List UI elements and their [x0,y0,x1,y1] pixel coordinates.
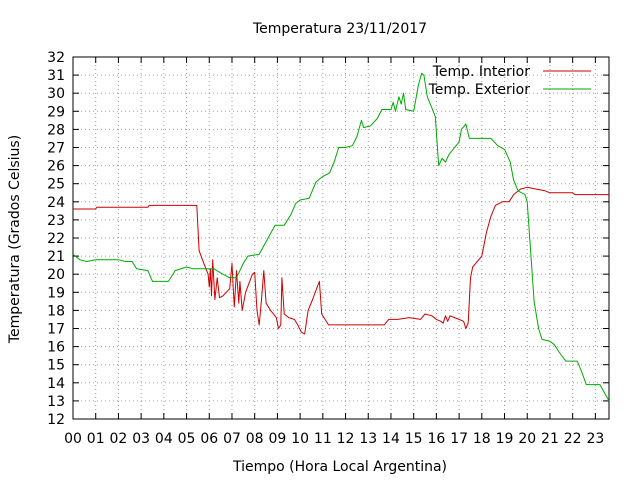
y-tick-label: 12 [47,412,65,428]
x-tick-label: 20 [518,431,536,447]
x-axis-label: Tiempo (Hora Local Argentina) [232,459,447,475]
x-tick-label: 02 [110,431,128,447]
x-tick-label: 15 [405,431,423,447]
x-tick-label: 03 [132,431,150,447]
x-tick-label: 10 [291,431,309,447]
y-axis-label: Temperatura (Grados Celsius) [7,135,23,344]
x-tick-label: 19 [496,431,514,447]
x-tick-label: 11 [314,431,332,447]
x-tick-label: 14 [382,431,400,447]
x-tick-label: 06 [200,431,218,447]
y-tick-label: 31 [47,68,65,84]
y-tick-label: 18 [47,303,65,319]
x-tick-label: 09 [268,431,286,447]
x-tick-label: 00 [64,431,82,447]
x-tick-label: 04 [155,431,173,447]
x-tick-label: 05 [178,431,196,447]
x-tick-label: 12 [337,431,355,447]
x-tick-label: 23 [586,431,604,447]
y-tick-label: 16 [47,340,65,356]
y-tick-label: 19 [47,285,65,301]
y-tick-label: 13 [47,394,65,410]
y-tick-label: 30 [47,86,65,102]
y-tick-label: 27 [47,141,65,157]
x-tick-label: 17 [450,431,468,447]
y-tick-label: 32 [47,50,65,66]
x-tick-label: 16 [427,431,445,447]
x-tick-label: 21 [541,431,559,447]
legend: Temp. Interior Temp. Exterior [428,64,591,98]
x-tick-label: 01 [87,431,105,447]
x-tick-label: 13 [359,431,377,447]
y-tick-label: 17 [47,322,65,338]
legend-label: Temp. Interior [432,64,531,80]
series-lines [72,72,610,402]
x-tick-label: 08 [246,431,264,447]
x-tick-label: 22 [564,431,582,447]
y-tick-label: 20 [47,267,65,283]
y-axis-ticks: 12 13 14 15 16 17 18 19 20 21 22 23 24 25 26 27 28 29 30 31… [47,50,609,428]
y-tick-label: 24 [47,195,65,211]
x-axis-ticks: 00 01 02 03 04 05 06 07 08 09 10 11 12 13 14 15 16 17 18 19… [64,57,604,447]
y-tick-label: 26 [47,159,65,175]
grid-lines [73,57,609,419]
x-tick-label: 07 [223,431,241,447]
series-line-exterior [72,72,610,402]
legend-label: Temp. Exterior [428,82,531,98]
y-tick-label: 21 [47,249,65,265]
chart-title: Temperatura 23/11/2017 [252,21,427,37]
x-tick-label: 18 [473,431,491,447]
y-tick-label: 15 [47,358,65,374]
y-tick-label: 28 [47,122,65,138]
y-tick-label: 14 [47,376,65,392]
y-tick-label: 29 [47,104,65,120]
series-line-interior [73,186,609,335]
y-tick-label: 25 [47,177,65,193]
y-tick-label: 23 [47,213,65,229]
y-tick-label: 22 [47,231,65,247]
